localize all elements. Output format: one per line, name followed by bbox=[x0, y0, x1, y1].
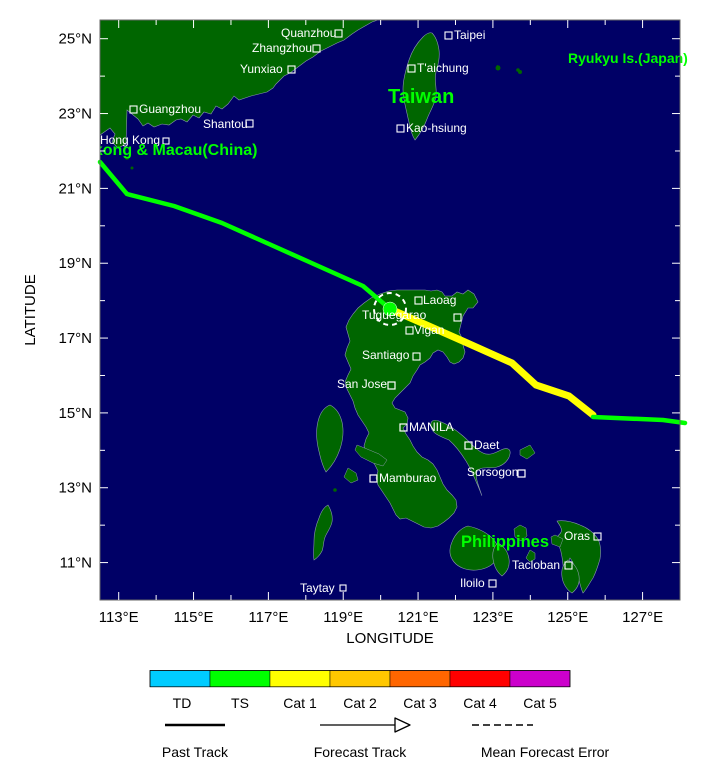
svg-text:Santiago: Santiago bbox=[362, 348, 410, 362]
svg-text:119°E: 119°E bbox=[323, 609, 363, 626]
svg-text:19°N: 19°N bbox=[58, 255, 92, 272]
svg-text:Cat 5: Cat 5 bbox=[523, 695, 557, 711]
svg-text:15°N: 15°N bbox=[58, 405, 92, 422]
svg-text:13°N: 13°N bbox=[58, 480, 92, 497]
svg-text:TS: TS bbox=[231, 695, 249, 711]
svg-text:11°N: 11°N bbox=[60, 555, 92, 572]
svg-text:127°E: 127°E bbox=[622, 609, 663, 626]
svg-text:Vigan: Vigan bbox=[414, 323, 444, 337]
svg-text:115°E: 115°E bbox=[174, 609, 214, 626]
svg-text:TD: TD bbox=[173, 695, 192, 711]
svg-text:Ryukyu Is.(Japan): Ryukyu Is.(Japan) bbox=[568, 50, 688, 66]
svg-text:23°N: 23°N bbox=[58, 106, 92, 123]
svg-text:121°E: 121°E bbox=[398, 609, 439, 626]
svg-text:Iloilo: Iloilo bbox=[460, 576, 485, 590]
svg-text:Cat 2: Cat 2 bbox=[343, 695, 377, 711]
svg-text:Cat 3: Cat 3 bbox=[403, 695, 437, 711]
svg-text:117°E: 117°E bbox=[248, 609, 288, 626]
svg-text:Daet: Daet bbox=[474, 438, 500, 452]
svg-text:Cat 1: Cat 1 bbox=[283, 695, 317, 711]
svg-text:Taiwan: Taiwan bbox=[388, 86, 454, 108]
svg-text:21°N: 21°N bbox=[58, 180, 92, 197]
svg-text:Laoag: Laoag bbox=[423, 293, 456, 307]
svg-text:Kao-hsiung: Kao-hsiung bbox=[406, 121, 467, 135]
svg-text:Quanzhou: Quanzhou bbox=[281, 26, 336, 40]
svg-text:123°E: 123°E bbox=[472, 609, 513, 626]
svg-text:Mean Forecast Error: Mean Forecast Error bbox=[481, 744, 610, 760]
svg-text:T'aichung: T'aichung bbox=[417, 61, 469, 75]
svg-text:Sorsogon: Sorsogon bbox=[467, 465, 518, 479]
svg-text:San Jose: San Jose bbox=[337, 377, 387, 391]
svg-text:125°E: 125°E bbox=[547, 609, 588, 626]
svg-text:LATITUDE: LATITUDE bbox=[22, 274, 39, 345]
svg-text:Tacloban: Tacloban bbox=[512, 558, 560, 572]
svg-text:Forecast Track: Forecast Track bbox=[314, 744, 408, 760]
svg-text:Oras: Oras bbox=[564, 529, 590, 543]
svg-text:Cat 4: Cat 4 bbox=[463, 695, 497, 711]
svg-text:Yunxiao: Yunxiao bbox=[240, 62, 283, 76]
svg-text:Hongkong & Macau(China): Hongkong & Macau(China) bbox=[53, 142, 257, 159]
svg-text:Mamburao: Mamburao bbox=[379, 471, 437, 485]
svg-text:Zhangzhou: Zhangzhou bbox=[252, 41, 312, 55]
svg-text:Philippines: Philippines bbox=[461, 533, 549, 551]
svg-text:MANILA: MANILA bbox=[409, 420, 454, 434]
svg-text:Taytay: Taytay bbox=[300, 581, 335, 595]
svg-text:Tuguegarao: Tuguegarao bbox=[362, 308, 427, 322]
svg-text:25°N: 25°N bbox=[58, 31, 92, 48]
svg-text:LONGITUDE: LONGITUDE bbox=[346, 630, 434, 647]
svg-text:Guangzhou: Guangzhou bbox=[139, 102, 201, 116]
svg-text:Shantou: Shantou bbox=[203, 117, 248, 131]
svg-text:17°N: 17°N bbox=[58, 330, 92, 347]
svg-text:113°E: 113°E bbox=[99, 609, 139, 626]
svg-text:Taipei: Taipei bbox=[454, 28, 485, 42]
svg-text:Past Track: Past Track bbox=[162, 744, 229, 760]
